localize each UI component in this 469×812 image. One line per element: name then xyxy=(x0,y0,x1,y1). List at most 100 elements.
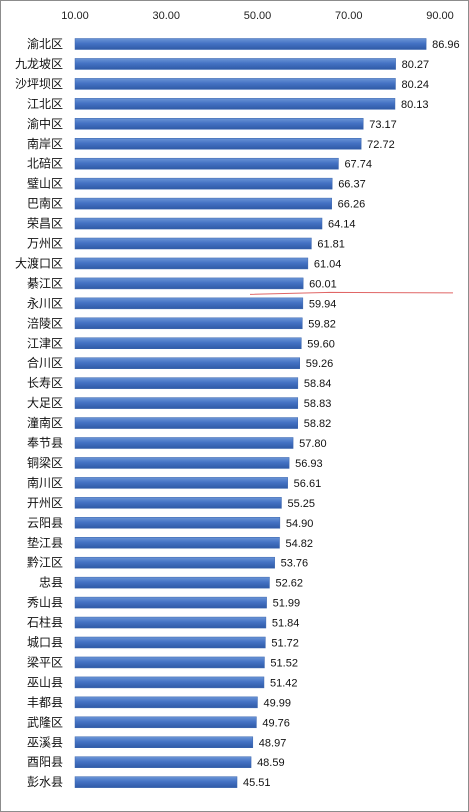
data-label: 86.96 xyxy=(432,39,460,51)
data-label: 80.27 xyxy=(402,59,430,71)
category-label: 长寿区 xyxy=(27,376,63,390)
bar xyxy=(74,297,304,310)
category-label: 黔江区 xyxy=(27,555,63,570)
bar xyxy=(74,337,302,349)
category-label: 九龙坡区 xyxy=(15,57,63,71)
bar xyxy=(74,517,281,529)
data-label: 73.17 xyxy=(369,119,397,131)
data-label: 72.72 xyxy=(367,139,395,151)
data-label: 67.74 xyxy=(344,159,372,171)
category-label: 云阳县 xyxy=(27,516,63,530)
category-label: 綦江区 xyxy=(27,276,63,290)
data-label: 49.99 xyxy=(263,697,291,709)
x-axis-ticks: 10.00 30.00 50.00 70.00 90.00 xyxy=(61,10,454,22)
bar xyxy=(74,596,267,609)
x-tick-label: 70.00 xyxy=(335,10,363,22)
category-label: 沙坪坝区 xyxy=(15,77,63,91)
data-label: 51.72 xyxy=(271,638,299,650)
bar xyxy=(74,636,266,649)
category-label: 南川区 xyxy=(27,475,63,490)
category-label: 巴南区 xyxy=(27,196,63,211)
data-label: 56.61 xyxy=(294,478,322,490)
category-label: 大渡口区 xyxy=(15,255,63,270)
category-label: 江津区 xyxy=(27,336,63,350)
bar xyxy=(74,556,275,569)
bar xyxy=(74,197,332,210)
data-label: 61.81 xyxy=(317,239,345,251)
category-label: 涪陵区 xyxy=(27,315,63,330)
data-label: 80.13 xyxy=(401,99,429,111)
category-label: 永川区 xyxy=(27,296,63,310)
category-label: 忠县 xyxy=(39,576,63,590)
category-label: 荣昌区 xyxy=(27,217,63,231)
x-tick-label: 10.00 xyxy=(61,10,89,22)
data-label: 48.59 xyxy=(257,757,285,769)
bar xyxy=(74,357,300,369)
category-label: 垫江县 xyxy=(27,535,63,550)
category-label: 璧山区 xyxy=(27,176,63,191)
data-label: 58.82 xyxy=(304,418,332,430)
category-label: 大足区 xyxy=(27,396,63,410)
category-label: 北碚区 xyxy=(27,156,63,171)
data-label: 59.82 xyxy=(308,318,336,330)
data-label: 59.26 xyxy=(306,358,334,370)
bar xyxy=(74,457,290,469)
bar xyxy=(74,397,299,409)
bar xyxy=(74,776,238,788)
category-label: 武隆区 xyxy=(27,714,63,729)
bar xyxy=(74,616,267,629)
category-label: 石柱县 xyxy=(27,615,63,630)
data-label: 59.94 xyxy=(309,298,337,310)
data-label: 57.80 xyxy=(299,438,327,450)
reference-line xyxy=(249,291,454,295)
category-label: 酉阳县 xyxy=(27,755,63,769)
bar xyxy=(74,98,396,110)
category-label: 巫溪县 xyxy=(27,735,63,749)
data-label: 56.93 xyxy=(295,458,323,470)
category-label: 秀山县 xyxy=(27,596,63,610)
data-label: 60.01 xyxy=(309,278,337,290)
bar xyxy=(74,217,323,230)
x-tick-label: 90.00 xyxy=(426,10,454,22)
data-label: 51.42 xyxy=(270,677,298,689)
category-label: 渝中区 xyxy=(27,116,63,131)
bar xyxy=(74,377,299,389)
category-label: 开州区 xyxy=(27,496,63,510)
category-label: 渝北区 xyxy=(27,36,63,51)
category-label: 铜梁区 xyxy=(27,455,63,470)
data-label: 54.82 xyxy=(285,538,313,550)
bar xyxy=(74,656,265,669)
category-label: 梁平区 xyxy=(27,654,63,669)
data-label: 59.60 xyxy=(307,338,335,350)
bar xyxy=(74,78,396,90)
category-label: 潼南区 xyxy=(27,415,63,430)
bar xyxy=(74,417,298,429)
data-label: 53.76 xyxy=(281,558,309,570)
bar xyxy=(74,477,288,489)
bar xyxy=(74,497,282,509)
category-label: 城口县 xyxy=(27,636,63,650)
category-label: 丰都县 xyxy=(27,695,63,709)
category-label: 奉节县 xyxy=(27,436,63,450)
bar xyxy=(74,277,304,290)
category-label: 万州区 xyxy=(27,237,63,251)
bar xyxy=(74,676,265,689)
data-label: 64.14 xyxy=(328,219,356,231)
bar xyxy=(74,317,303,330)
data-label: 51.52 xyxy=(270,657,298,669)
bar xyxy=(74,696,258,709)
category-label: 巫山县 xyxy=(27,675,63,689)
data-label: 51.99 xyxy=(273,598,301,610)
data-label: 66.26 xyxy=(338,199,366,211)
data-label: 51.84 xyxy=(272,618,300,630)
bar xyxy=(74,38,427,50)
bar xyxy=(74,257,309,270)
category-label: 南岸区 xyxy=(27,136,63,151)
bar xyxy=(74,576,270,589)
data-label: 66.37 xyxy=(338,179,366,191)
bar xyxy=(74,756,252,768)
data-label: 49.76 xyxy=(262,717,290,729)
data-label: 58.84 xyxy=(304,378,332,390)
